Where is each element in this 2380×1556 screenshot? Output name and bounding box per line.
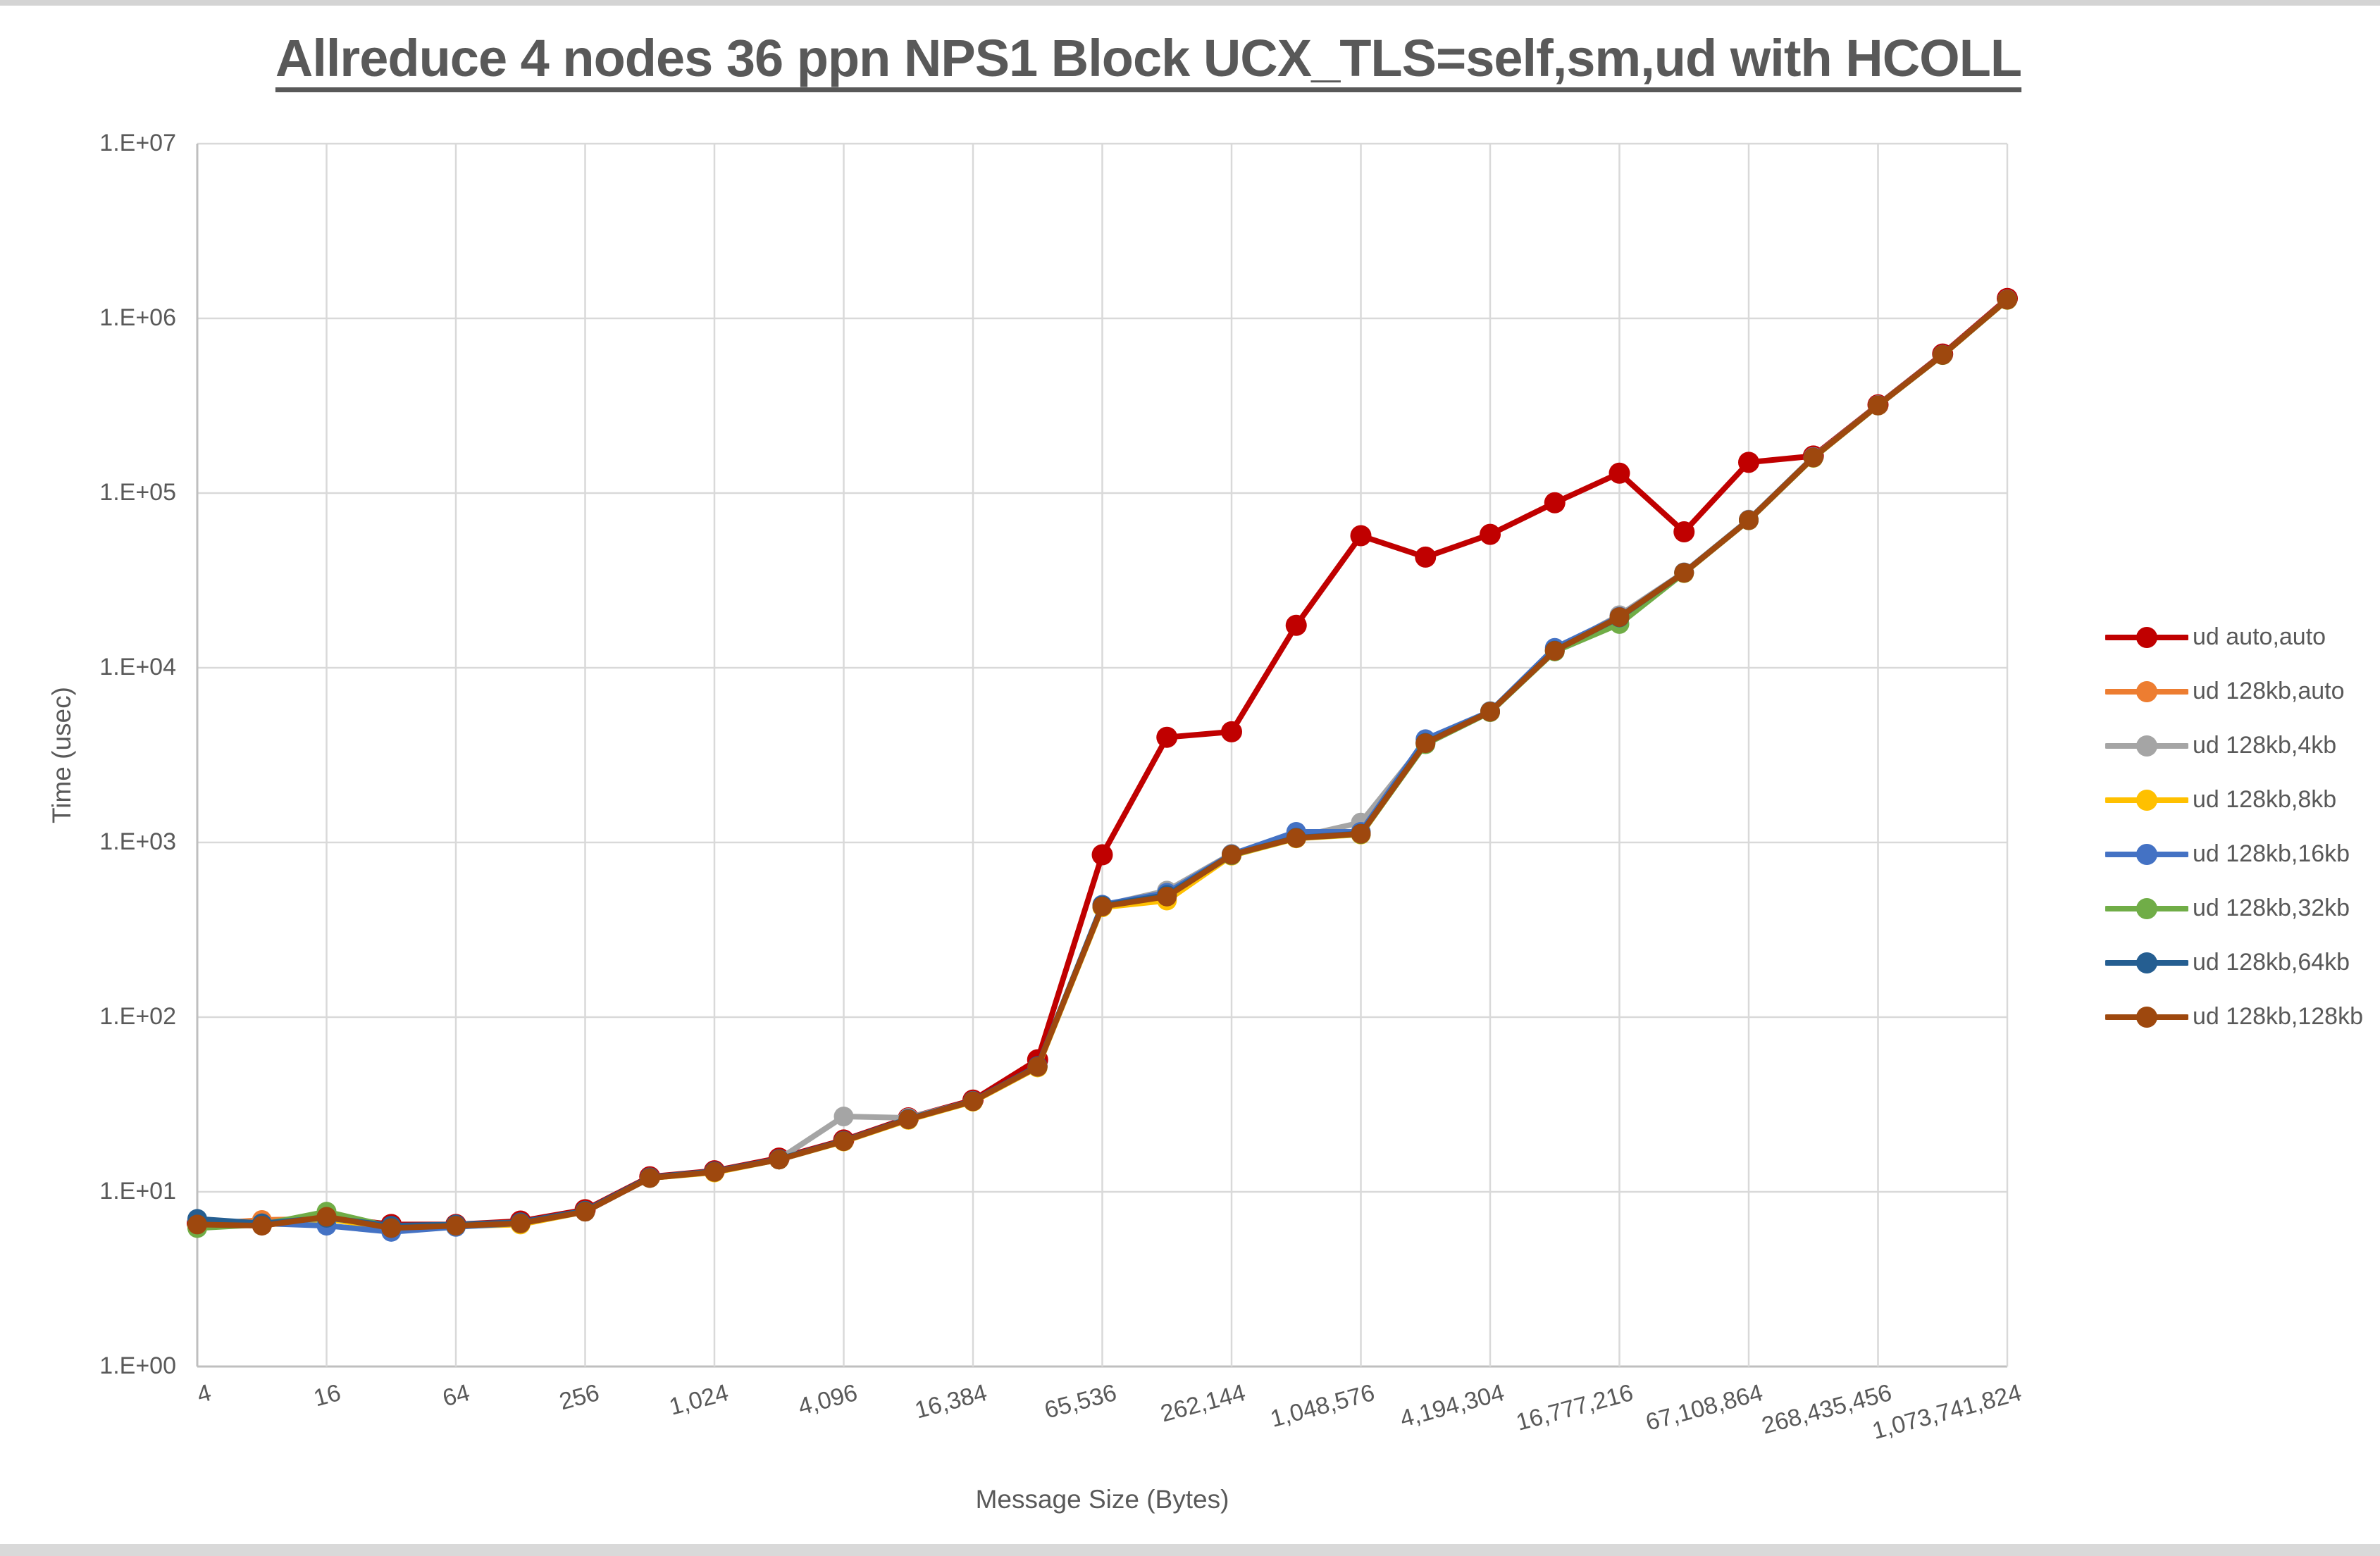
y-tick-label: 1.E+02 xyxy=(99,1003,176,1030)
legend-item: ud auto,auto xyxy=(2105,610,2363,664)
y-tick-label: 1.E+05 xyxy=(99,479,176,506)
data-point-marker xyxy=(1415,546,1437,568)
data-point-marker xyxy=(1480,523,1501,545)
legend-marker-icon xyxy=(2105,626,2188,648)
legend-label: ud 128kb,16kb xyxy=(2193,840,2350,867)
legend-label: ud 128kb,128kb xyxy=(2193,1003,2363,1030)
legend-item: ud 128kb,16kb xyxy=(2105,827,2363,881)
data-point-marker xyxy=(1221,721,1242,742)
data-point-marker xyxy=(316,1207,337,1227)
data-point-marker xyxy=(1285,614,1307,636)
y-axis-title: Time (usec) xyxy=(47,687,76,823)
legend-item: ud 128kb,32kb xyxy=(2105,881,2363,935)
data-point-marker xyxy=(1351,823,1371,844)
data-point-marker xyxy=(1738,452,1759,473)
window-top-edge xyxy=(0,0,2380,6)
data-point-marker xyxy=(575,1202,595,1222)
data-point-marker xyxy=(898,1109,919,1130)
legend-label: ud 128kb,auto xyxy=(2193,678,2345,704)
data-point-marker xyxy=(1350,525,1372,547)
data-point-marker xyxy=(1609,462,1630,484)
data-point-marker xyxy=(1544,640,1565,661)
data-point-marker xyxy=(963,1091,983,1112)
gridlines xyxy=(196,142,2009,1368)
chart-title: Allreduce 4 nodes 36 ppn NPS1 Block UCX_… xyxy=(275,29,2022,87)
legend-item: ud 128kb,64kb xyxy=(2105,935,2363,990)
series-ud-128kb-128kb xyxy=(187,290,2017,1238)
data-point-marker xyxy=(1803,447,1823,468)
data-point-marker xyxy=(1997,290,2017,310)
data-point-marker xyxy=(1415,733,1436,754)
legend-marker-icon xyxy=(2105,897,2188,919)
data-point-marker xyxy=(1673,521,1695,543)
x-axis-title: Message Size (Bytes) xyxy=(975,1485,1229,1514)
legend-item: ud 128kb,4kb xyxy=(2105,718,2363,773)
legend-label: ud 128kb,32kb xyxy=(2193,895,2350,921)
legend-item: ud 128kb,8kb xyxy=(2105,773,2363,827)
data-point-marker xyxy=(252,1216,272,1236)
legend-marker-icon xyxy=(2105,789,2188,811)
data-point-marker xyxy=(510,1213,531,1233)
chart-legend: ud auto,auto ud 128kb,auto ud 128kb,4kb ud … xyxy=(2105,610,2363,1044)
data-point-marker xyxy=(1674,563,1694,583)
legend-marker-icon xyxy=(2105,952,2188,973)
data-point-marker xyxy=(381,1218,402,1238)
legend-label: ud 128kb,4kb xyxy=(2193,732,2337,759)
legend-marker-icon xyxy=(2105,843,2188,865)
legend-label: ud 128kb,8kb xyxy=(2193,786,2337,813)
legend-marker-icon xyxy=(2105,680,2188,702)
data-point-marker xyxy=(1609,607,1630,628)
data-point-marker xyxy=(1544,492,1566,514)
y-tick-label: 1.E+00 xyxy=(99,1352,176,1379)
data-point-marker xyxy=(1739,510,1759,530)
legend-label: ud auto,auto xyxy=(2193,623,2326,650)
data-point-marker xyxy=(1091,844,1113,866)
data-point-marker xyxy=(1480,702,1500,722)
y-tick-label: 1.E+07 xyxy=(99,130,176,156)
data-point-marker xyxy=(1933,344,1953,365)
legend-label: ud 128kb,64kb xyxy=(2193,949,2350,976)
data-point-marker xyxy=(1286,828,1306,848)
data-point-marker xyxy=(833,1107,854,1127)
data-point-marker xyxy=(769,1150,789,1170)
data-point-marker xyxy=(1027,1057,1048,1077)
data-point-marker xyxy=(1868,395,1888,416)
y-tick-label: 1.E+03 xyxy=(99,828,176,855)
data-point-marker xyxy=(1222,845,1241,865)
data-point-marker xyxy=(1156,726,1178,748)
data-point-marker xyxy=(446,1216,466,1236)
legend-marker-icon xyxy=(2105,1006,2188,1028)
data-point-marker xyxy=(187,1214,207,1235)
y-tick-label: 1.E+06 xyxy=(99,304,176,331)
data-point-marker xyxy=(640,1168,660,1188)
data-point-marker xyxy=(1092,896,1112,916)
y-tick-label: 1.E+01 xyxy=(99,1178,176,1205)
y-tick-label: 1.E+04 xyxy=(99,654,176,680)
data-point-marker xyxy=(833,1131,854,1152)
data-point-marker xyxy=(1157,886,1177,907)
legend-item: ud 128kb,auto xyxy=(2105,664,2363,718)
data-point-marker xyxy=(705,1162,724,1182)
window-bottom-edge xyxy=(0,1544,2380,1556)
legend-item: ud 128kb,128kb xyxy=(2105,990,2363,1044)
legend-marker-icon xyxy=(2105,735,2188,757)
